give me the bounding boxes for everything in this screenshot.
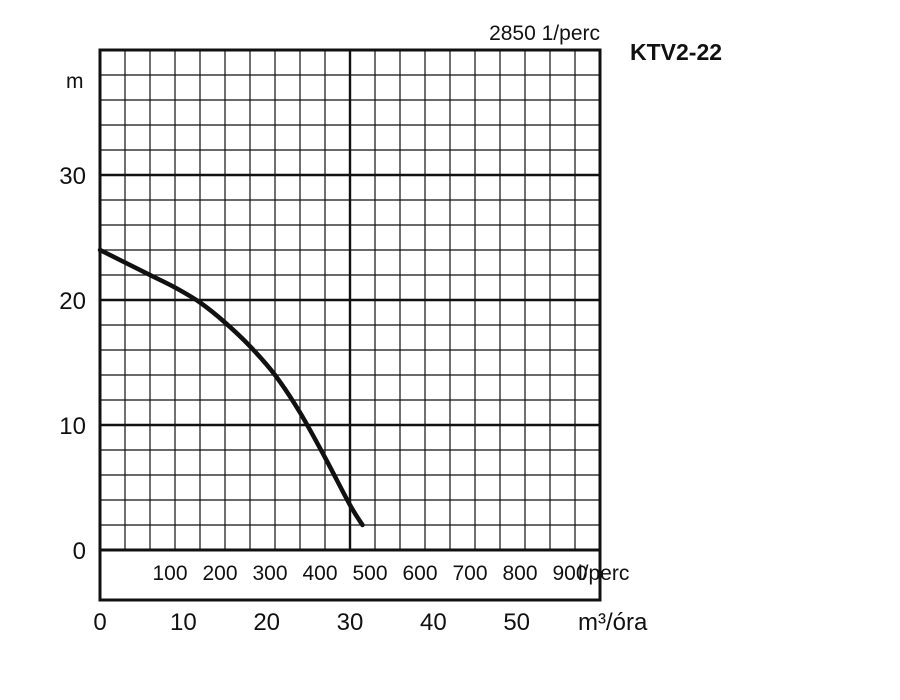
x-secondary-unit-label: l/perc — [578, 562, 629, 585]
x-secondary-tick-label: 300 — [252, 562, 287, 585]
x-secondary-tick-label: 400 — [302, 562, 337, 585]
x-secondary-tick-label: 700 — [452, 562, 487, 585]
x-primary-tick-label: 30 — [337, 609, 364, 636]
y-tick-label: 0 — [73, 538, 86, 565]
x-secondary-tick-label: 900 — [552, 562, 587, 585]
chart-title: KTV2-22 — [630, 39, 722, 65]
y-tick-label: 10 — [59, 413, 86, 440]
x-primary-tick-label: 40 — [420, 609, 447, 636]
x-primary-tick-label: 0 — [93, 609, 106, 636]
x-secondary-tick-label: 200 — [202, 562, 237, 585]
y-axis-label: m — [66, 70, 84, 93]
x-secondary-tick-label: 100 — [152, 562, 187, 585]
x-secondary-tick-label: 600 — [402, 562, 437, 585]
x-primary-tick-label: 20 — [253, 609, 280, 636]
grid — [100, 50, 600, 550]
y-tick-label: 30 — [59, 163, 86, 190]
tick-labels: 0 10 20 30 100 200 300 400 500 600 700 800 900 0 10 20 3… — [59, 163, 587, 636]
x-secondary-tick-label: 800 — [502, 562, 537, 585]
chart-subtitle: 2850 1/perc — [489, 22, 600, 45]
y-tick-label: 20 — [59, 288, 86, 315]
x-secondary-tick-label: 500 — [352, 562, 387, 585]
x-primary-tick-label: 10 — [170, 609, 197, 636]
x-primary-unit-label: m³/óra — [578, 609, 648, 636]
secondary-scale-frame — [98, 548, 602, 602]
series-line — [97, 247, 365, 528]
x-primary-tick-label: 50 — [503, 609, 530, 636]
